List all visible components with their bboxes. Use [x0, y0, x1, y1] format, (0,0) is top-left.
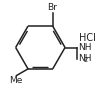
- Text: Br: Br: [47, 3, 57, 12]
- Text: NH: NH: [78, 54, 91, 63]
- Text: NH: NH: [78, 43, 91, 52]
- Text: 2: 2: [83, 57, 87, 63]
- Text: Me: Me: [9, 76, 23, 85]
- Text: HCl: HCl: [79, 33, 95, 43]
